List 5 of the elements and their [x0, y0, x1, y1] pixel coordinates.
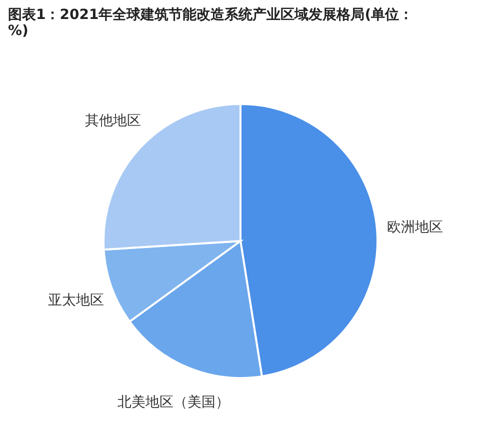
slice-label: 其他地区: [84, 113, 141, 130]
chart-title: 图表1：2021年全球建筑节能改造系统产业区域发展格局(单位：%): [8, 6, 414, 39]
slice-label: 欧洲地区: [386, 219, 443, 236]
slice-label: 北美地区（美国）: [118, 394, 230, 411]
slice-label: 亚太地区: [48, 292, 104, 308]
